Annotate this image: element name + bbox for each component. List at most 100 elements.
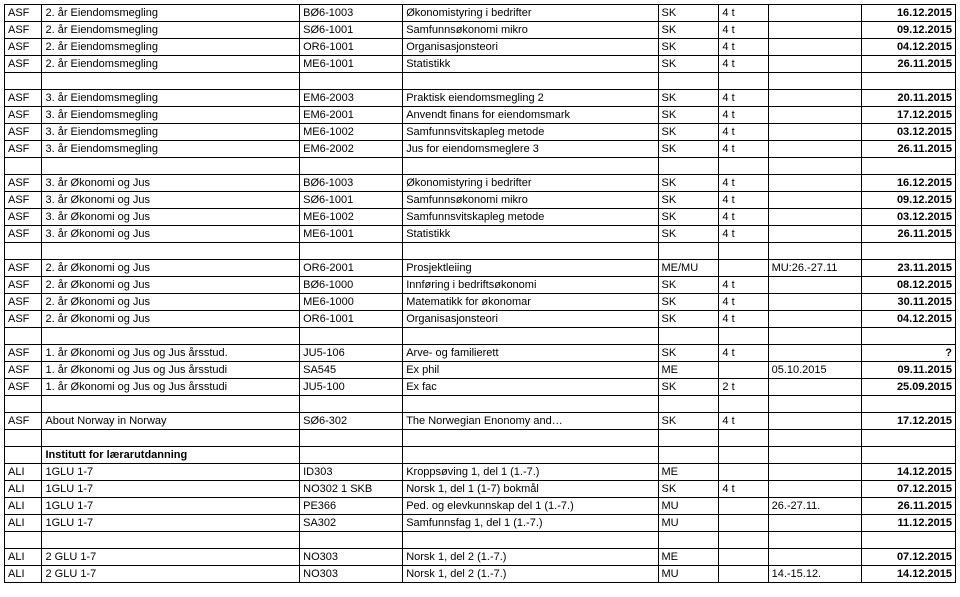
course-title: Samfunnsvitskapleg metode	[403, 124, 658, 141]
extra-date	[768, 413, 862, 430]
spacer-row	[5, 328, 956, 345]
program-name: 3. år Økonomi og Jus	[42, 175, 300, 192]
duration: 4 t	[719, 277, 768, 294]
duration: 4 t	[719, 90, 768, 107]
course-title: Matematikk for økonomar	[403, 294, 658, 311]
exam-date: 26.11.2015	[862, 141, 956, 158]
program-name: 2. år Økonomi og Jus	[42, 277, 300, 294]
course-code: SØ6-1001	[300, 192, 403, 209]
spacer-cell	[768, 158, 862, 175]
duration: 4 t	[719, 192, 768, 209]
exam-type: SK	[658, 5, 719, 22]
dept-code: ALI	[5, 481, 42, 498]
exam-date: 17.12.2015	[862, 413, 956, 430]
heading-cell-empty	[862, 447, 956, 464]
extra-date	[768, 294, 862, 311]
duration	[719, 260, 768, 277]
table-row: ASF1. år Økonomi og Jus og Jus årsstudiS…	[5, 362, 956, 379]
duration: 4 t	[719, 311, 768, 328]
duration: 4 t	[719, 124, 768, 141]
course-title: Statistikk	[403, 56, 658, 73]
program-name: 2. år Økonomi og Jus	[42, 260, 300, 277]
extra-date	[768, 515, 862, 532]
spacer-cell	[658, 532, 719, 549]
extra-date: 14.-15.12.	[768, 566, 862, 583]
exam-type: SK	[658, 345, 719, 362]
exam-type: SK	[658, 22, 719, 39]
program-name: 1. år Økonomi og Jus og Jus årsstud.	[42, 345, 300, 362]
course-code: EM6-2003	[300, 90, 403, 107]
spacer-cell	[42, 73, 300, 90]
extra-date	[768, 141, 862, 158]
course-code: ME6-1000	[300, 294, 403, 311]
duration: 4 t	[719, 141, 768, 158]
spacer-cell	[768, 396, 862, 413]
exam-date: 09.12.2015	[862, 192, 956, 209]
course-code: BØ6-1000	[300, 277, 403, 294]
spacer-cell	[5, 73, 42, 90]
exam-date: 16.12.2015	[862, 175, 956, 192]
course-title: Organisasjonsteori	[403, 311, 658, 328]
course-title: Samfunnsøkonomi mikro	[403, 22, 658, 39]
exam-date: 07.12.2015	[862, 549, 956, 566]
table-row: ASF3. år Økonomi og JusME6-1001Statistik…	[5, 226, 956, 243]
extra-date	[768, 124, 862, 141]
course-title: Samfunnsøkonomi mikro	[403, 192, 658, 209]
table-row: ASF2. år EiendomsmeglingME6-1001Statisti…	[5, 56, 956, 73]
exam-type: SK	[658, 209, 719, 226]
extra-date	[768, 226, 862, 243]
duration	[719, 498, 768, 515]
extra-date	[768, 549, 862, 566]
spacer-cell	[862, 158, 956, 175]
course-title: Anvendt finans for eiendomsmark	[403, 107, 658, 124]
spacer-cell	[42, 532, 300, 549]
program-name: 2. år Eiendomsmegling	[42, 39, 300, 56]
spacer-cell	[42, 243, 300, 260]
course-code: SØ6-302	[300, 413, 403, 430]
exam-type: SK	[658, 379, 719, 396]
spacer-cell	[5, 532, 42, 549]
course-code: NO303	[300, 549, 403, 566]
duration: 4 t	[719, 56, 768, 73]
spacer-cell	[719, 158, 768, 175]
course-code: BØ6-1003	[300, 5, 403, 22]
exam-type: SK	[658, 175, 719, 192]
table-row: ALI1GLU 1-7PE366Ped. og elevkunnskap del…	[5, 498, 956, 515]
spacer-row	[5, 430, 956, 447]
exam-type: SK	[658, 107, 719, 124]
course-code: JU5-100	[300, 379, 403, 396]
spacer-cell	[862, 328, 956, 345]
extra-date: MU:26.-27.11	[768, 260, 862, 277]
exam-date: 30.11.2015	[862, 294, 956, 311]
exam-date: 17.12.2015	[862, 107, 956, 124]
duration: 4 t	[719, 481, 768, 498]
dept-code: ASF	[5, 5, 42, 22]
spacer-cell	[300, 73, 403, 90]
course-code: OR6-1001	[300, 311, 403, 328]
heading-cell-empty	[719, 447, 768, 464]
extra-date	[768, 56, 862, 73]
course-title: Økonomistyring i bedrifter	[403, 5, 658, 22]
heading-cell-empty	[768, 447, 862, 464]
spacer-cell	[403, 430, 658, 447]
extra-date	[768, 345, 862, 362]
course-code: ME6-1001	[300, 226, 403, 243]
dept-code: ASF	[5, 209, 42, 226]
exam-date: 25.09.2015	[862, 379, 956, 396]
table-row: ALI1GLU 1-7NO302 1 SKBNorsk 1, del 1 (1-…	[5, 481, 956, 498]
dept-code: ASF	[5, 107, 42, 124]
exam-type: SK	[658, 56, 719, 73]
dept-code: ASF	[5, 226, 42, 243]
course-code: NO302 1 SKB	[300, 481, 403, 498]
spacer-cell	[768, 73, 862, 90]
course-title: Jus for eiendomsmeglere 3	[403, 141, 658, 158]
course-code: OR6-1001	[300, 39, 403, 56]
extra-date	[768, 175, 862, 192]
course-code: ID303	[300, 464, 403, 481]
course-title: Arve- og familierett	[403, 345, 658, 362]
exam-date: 26.11.2015	[862, 56, 956, 73]
table-row: ALI2 GLU 1-7NO303Norsk 1, del 2 (1.-7.)M…	[5, 566, 956, 583]
dept-code: ASF	[5, 192, 42, 209]
program-name: 1GLU 1-7	[42, 515, 300, 532]
spacer-cell	[42, 430, 300, 447]
